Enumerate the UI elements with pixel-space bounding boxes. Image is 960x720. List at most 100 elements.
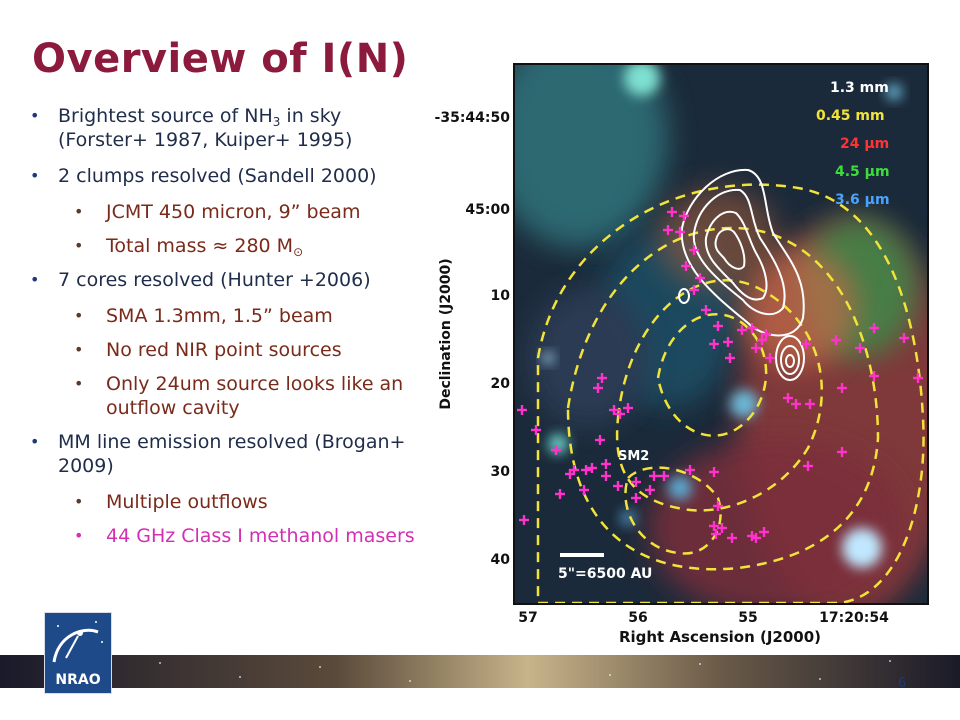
x-tick-label: 56 [628, 610, 647, 626]
sub-bullet-item: • Multiple outflows [28, 490, 428, 514]
maser-plus-marker [631, 477, 641, 487]
sub-bullet-item: • Total mass ≈ 280 M⊙ [28, 234, 428, 258]
region-label: SM2 [618, 449, 649, 464]
y-axis-label: Declination (J2000) [438, 258, 454, 409]
y-tick-label: 20 [491, 376, 511, 392]
submm-contours [536, 183, 925, 604]
y-tick-label: 40 [491, 552, 511, 568]
maser-plus-marker [597, 373, 607, 383]
subscript-text: 3 [272, 115, 281, 129]
sun-symbol: ⊙ [293, 245, 304, 259]
bullet-item: • 7 cores resolved (Hunter +2006) [28, 268, 428, 292]
maser-plus-marker [695, 273, 705, 283]
bullet-dot-icon: • [30, 106, 40, 125]
maser-plus-marker [587, 463, 597, 473]
maser-plus-marker [709, 467, 719, 477]
maser-plus-marker [869, 371, 879, 381]
y-tick-label: -35:44:50 [435, 110, 511, 126]
maser-plus-marker [709, 339, 719, 349]
maser-plus-marker [659, 471, 669, 481]
maser-plus-marker [831, 335, 841, 345]
maser-plus-marker [689, 245, 699, 255]
bullet-text: 7 cores resolved (Hunter +2006) [58, 269, 371, 291]
maser-plus-marker [517, 405, 527, 415]
maser-plus-marker [593, 383, 603, 393]
maser-plus-marker [555, 489, 565, 499]
maser-plus-marker [711, 529, 721, 539]
bullet-text: Only 24um source looks like an outflow c… [106, 373, 404, 419]
mm-contours [678, 168, 805, 381]
x-axis-label: Right Ascension (J2000) [619, 628, 821, 646]
bullet-dot-icon: • [74, 340, 84, 359]
bullet-item: • Brightest source of NH3 in sky (Forste… [28, 104, 428, 152]
maser-markers [517, 207, 923, 543]
bullet-text: Brightest source of NH [58, 105, 273, 127]
maser-plus-marker [713, 501, 723, 511]
logo-text: NRAO [55, 672, 100, 688]
y-tick-label: 30 [491, 464, 511, 480]
maser-plus-marker [551, 445, 561, 455]
bullet-dot-icon: • [74, 526, 84, 545]
maser-plus-marker [737, 325, 747, 335]
maser-plus-marker [725, 353, 735, 363]
scale-bar-label: 5"=6500 AU [558, 566, 652, 582]
maser-plus-marker [531, 425, 541, 435]
maser-plus-marker [713, 321, 723, 331]
maser-plus-marker [595, 435, 605, 445]
maser-plus-marker [913, 373, 923, 383]
maser-plus-marker [601, 459, 611, 469]
maser-plus-marker [717, 523, 727, 533]
footer-starfield-band [0, 655, 960, 688]
maser-plus-marker [667, 207, 677, 217]
bullet-item: • MM line emission resolved (Brogan+ 200… [28, 430, 428, 478]
sub-bullet-item: • Only 24um source looks like an outflow… [28, 372, 428, 420]
maser-plus-marker [675, 227, 685, 237]
y-tick-label: 10 [491, 288, 511, 304]
legend-entry: 0.45 mm [816, 108, 885, 124]
slide-title: Overview of I(N) [32, 36, 409, 82]
maser-plus-marker [783, 393, 793, 403]
maser-plus-marker [765, 353, 775, 363]
maser-plus-marker [855, 343, 865, 353]
maser-plus-marker [723, 337, 733, 347]
maser-plus-marker [581, 465, 591, 475]
bullet-dot-icon: • [74, 374, 84, 393]
false-color-image [514, 64, 928, 604]
maser-plus-marker [615, 409, 625, 419]
bullet-text: 44 GHz Class I methanol masers [106, 525, 415, 547]
bullet-dot-icon: • [74, 492, 84, 511]
sub-bullet-item: • No red NIR point sources [28, 338, 428, 362]
x-tick-label: 17:20:54 [819, 610, 889, 626]
maser-plus-marker [751, 343, 761, 353]
bullet-text: Multiple outflows [106, 491, 268, 513]
maser-plus-marker [649, 471, 659, 481]
maser-plus-marker [681, 261, 691, 271]
sub-bullet-item: • SMA 1.3mm, 1.5” beam [28, 304, 428, 328]
legend-entry: 4.5 μm [835, 164, 890, 180]
maser-plus-marker [631, 493, 641, 503]
y-tick-label: 45:00 [465, 202, 510, 218]
bullet-dot-icon: • [74, 306, 84, 325]
maser-plus-marker [519, 515, 529, 525]
maser-plus-marker [727, 533, 737, 543]
maser-plus-marker [609, 405, 619, 415]
sub-bullet-item: • JCMT 450 micron, 9” beam [28, 200, 428, 224]
maser-plus-marker [761, 329, 771, 339]
bullet-dot-icon: • [30, 432, 40, 451]
legend-entry: 24 μm [840, 136, 889, 152]
bullet-dot-icon: • [74, 202, 84, 221]
maser-plus-marker [751, 533, 761, 543]
maser-plus-marker [685, 465, 695, 475]
bullet-dot-icon: • [30, 166, 40, 185]
astronomy-image-figure: 1.3 mm 0.45 mm 24 μm 4.5 μm 3.6 μm SM2 5… [418, 58, 936, 656]
maser-plus-marker [759, 527, 769, 537]
figure-svg: 1.3 mm 0.45 mm 24 μm 4.5 μm 3.6 μm SM2 5… [418, 58, 936, 656]
legend-entry: 1.3 mm [830, 80, 889, 96]
maser-plus-marker [791, 399, 801, 409]
nrao-logo: NRAO [44, 612, 112, 694]
maser-plus-marker [601, 471, 611, 481]
x-tick-label: 57 [518, 610, 537, 626]
maser-plus-marker [623, 403, 633, 413]
maser-plus-marker [689, 285, 699, 295]
maser-plus-marker [663, 225, 673, 235]
